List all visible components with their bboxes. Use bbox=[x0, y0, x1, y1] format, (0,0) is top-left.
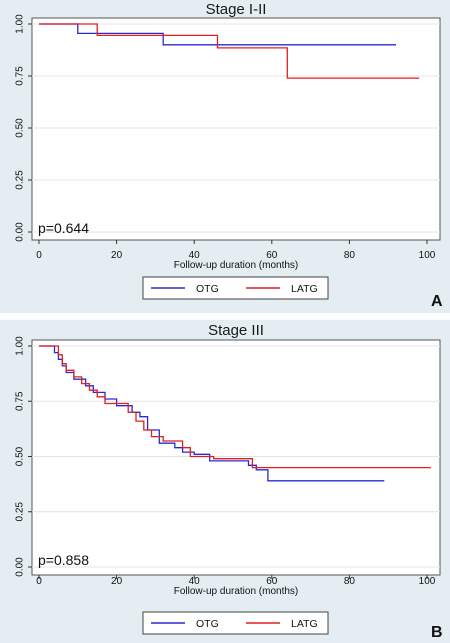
legend-label-otg: OTG bbox=[196, 283, 219, 295]
series-line-latg bbox=[39, 345, 431, 469]
chart-title: Stage III bbox=[208, 322, 264, 339]
chart-title: Stage I-II bbox=[206, 1, 267, 18]
legend-label-latg: LATG bbox=[291, 283, 318, 295]
series-line-latg bbox=[39, 23, 420, 79]
p-value-annotation: p=0.644 bbox=[38, 220, 89, 236]
x-tick-label: 0 bbox=[36, 250, 42, 261]
x-tick-label: 40 bbox=[189, 576, 201, 587]
x-axis-label: Follow-up duration (months) bbox=[174, 586, 299, 597]
chart-b-svg: Stage III 0.00 0.25 0.50 0.75 1.00 0 20 40 60 80 10… bbox=[15, 322, 443, 641]
y-tick-label: 0.75 bbox=[15, 66, 26, 86]
y-tick-label: 0.50 bbox=[15, 118, 26, 138]
chart-a-svg: Stage I-II 0.00 0.25 0.50 0.75 1.00 0 20 40 60 80 1… bbox=[15, 1, 443, 310]
x-tick-label: 80 bbox=[344, 576, 356, 587]
x-tick-label: 20 bbox=[111, 250, 123, 261]
x-tick-label: 100 bbox=[419, 250, 436, 261]
y-tick-label: 0.00 bbox=[15, 222, 26, 242]
x-tick-label: 80 bbox=[344, 250, 356, 261]
plot-area bbox=[31, 17, 441, 241]
x-tick-label: 100 bbox=[419, 576, 436, 587]
y-tick-label: 0.25 bbox=[15, 502, 26, 522]
y-tick-label: 0.50 bbox=[15, 446, 26, 466]
x-axis-label: Follow-up duration (months) bbox=[174, 260, 299, 271]
legend-label-latg: LATG bbox=[291, 618, 318, 630]
p-value-annotation: p=0.858 bbox=[38, 552, 89, 568]
panel-label: B bbox=[431, 624, 443, 641]
x-tick-label: 40 bbox=[189, 250, 201, 261]
x-tick-label: 60 bbox=[266, 250, 278, 261]
legend-label-otg: OTG bbox=[196, 618, 219, 630]
x-tick-label: 20 bbox=[111, 576, 123, 587]
y-tick-label: 0.00 bbox=[15, 557, 26, 577]
y-tick-label: 0.25 bbox=[15, 170, 26, 190]
x-tick-label: 60 bbox=[266, 576, 278, 587]
y-tick-label: 0.75 bbox=[15, 391, 26, 411]
y-tick-label: 1.00 bbox=[15, 14, 26, 34]
plot-area bbox=[31, 339, 441, 576]
x-tick-label: 0 bbox=[36, 576, 42, 587]
chart-panel-b: Stage III 0.00 0.25 0.50 0.75 1.00 0 20 40 60 80 10… bbox=[0, 320, 450, 643]
legend-box bbox=[142, 611, 329, 635]
y-tick-label: 1.00 bbox=[15, 336, 26, 356]
chart-panel-a: Stage I-II 0.00 0.25 0.50 0.75 1.00 0 20 40 60 80 1… bbox=[0, 0, 450, 313]
legend-box bbox=[142, 276, 329, 300]
panel-label: A bbox=[431, 293, 443, 310]
